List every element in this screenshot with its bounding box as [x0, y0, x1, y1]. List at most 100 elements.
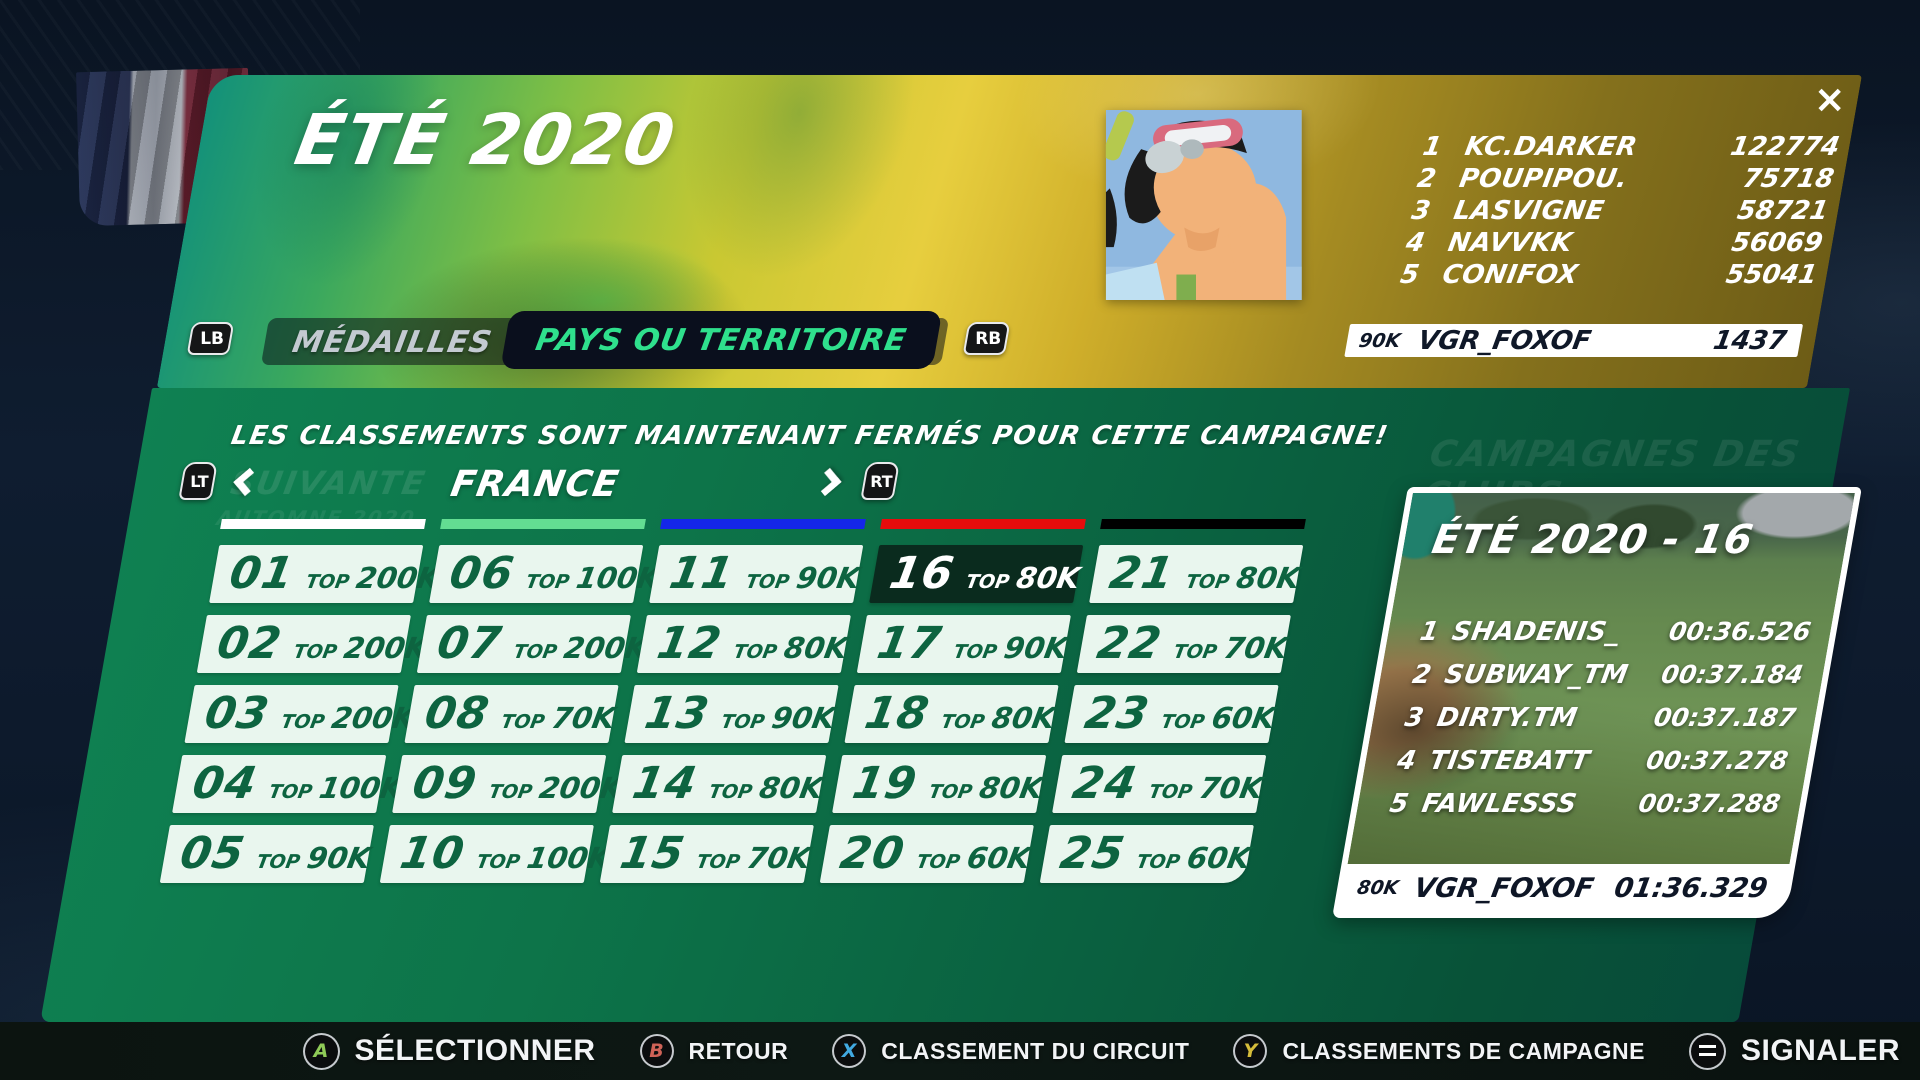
close-icon[interactable]: × [1813, 77, 1846, 121]
action-item[interactable]: B RETOUR [639, 1034, 789, 1068]
track-top-value: 90K [769, 701, 838, 735]
time-rank: 5 [1387, 789, 1411, 819]
track-top-value: 100K [316, 771, 406, 805]
lt-trigger-button-icon: LT [178, 462, 218, 500]
track-number: 11 [665, 548, 739, 599]
track-cell[interactable]: 20 TOP 60K [819, 825, 1034, 883]
avatar-illustration [1105, 110, 1302, 300]
time-rank: 3 [1402, 703, 1426, 733]
chevron-right-icon[interactable] [813, 467, 842, 497]
time-name: SUBWAY_TM [1442, 660, 1631, 690]
track-top-value: 70K [1221, 631, 1291, 665]
track-top-value: 80K [1013, 561, 1083, 595]
action-item[interactable]: A SÉLECTIONNER [302, 1032, 596, 1070]
personal-track-bucket: 80K [1355, 877, 1401, 899]
track-number: 15 [616, 828, 689, 879]
personal-campaign-rank-row: 90K VGR_FOXOF 1437 [1344, 324, 1804, 357]
track-top-value: 80K [989, 701, 1058, 735]
track-top-value: 100K [573, 561, 663, 595]
track-number: 08 [421, 688, 494, 739]
campaign-leaderboard: 1 KC.DARKER 122774 2 POUPIPOU. 75718 3 L… [1374, 132, 1842, 292]
track-number: 07 [433, 618, 506, 669]
track-cell[interactable]: 17 TOP 90K [856, 615, 1071, 673]
leaderboard-name: LASVIGNE [1451, 196, 1607, 226]
track-top-label: TOP [279, 711, 327, 733]
track-top-value: 90K [304, 841, 374, 875]
time-row: 2 SUBWAY_TM 00:37.184 [1396, 660, 1805, 703]
personal-track-rank-row: 80K VGR_FOXOF 01:36.329 [1339, 864, 1790, 912]
track-number: 17 [873, 618, 946, 669]
action-item[interactable]: Y CLASSEMENTS DE CAMPAGNE [1233, 1034, 1645, 1068]
track-top-value: 80K [781, 631, 851, 665]
controller-action-bar: A SÉLECTIONNER B RETOUR X CLASSEMENT DU … [0, 1022, 1920, 1080]
leaderboard-row: 5 CONIFOX 55041 [1374, 260, 1819, 292]
time-row: 1 SHADENIS_ 00:36.526 [1403, 617, 1813, 660]
time-value: 00:37.278 [1643, 746, 1791, 775]
action-item[interactable]: SIGNALER [1688, 1032, 1900, 1070]
track-cell[interactable]: 04 TOP 100K [172, 755, 406, 813]
track-cell[interactable]: 21 TOP 80K [1089, 545, 1304, 603]
track-top-value: 80K [976, 771, 1046, 805]
track-top-label: TOP [267, 781, 314, 803]
track-cell[interactable]: 23 TOP 60K [1064, 685, 1279, 743]
track-cell[interactable]: 19 TOP 80K [832, 755, 1047, 813]
personal-score: 1437 [1711, 325, 1789, 356]
chevron-left-icon[interactable] [233, 467, 262, 497]
track-number: 06 [445, 548, 519, 599]
track-cell[interactable]: 12 TOP 80K [636, 615, 851, 673]
personal-track-time: 01:36.329 [1611, 872, 1771, 904]
difficulty-color-bar [440, 519, 646, 529]
track-top-label: TOP [964, 571, 1012, 593]
player-avatar [1105, 110, 1302, 300]
track-cell[interactable]: 10 TOP 100K [379, 825, 613, 883]
gamepad-button-circle: Y [1233, 1034, 1268, 1068]
track-top-value: 70K [549, 701, 618, 735]
track-cell[interactable]: 22 TOP 70K [1076, 615, 1291, 673]
track-cell[interactable]: 01 TOP 200K [209, 545, 443, 603]
track-top-label: TOP [951, 641, 999, 663]
gamepad-button-circle: X [832, 1034, 867, 1068]
track-number: 25 [1056, 828, 1129, 879]
time-row: 5 FAWLESSS 00:37.288 [1373, 789, 1783, 832]
tab-medals[interactable]: MÉDAILLES [289, 325, 495, 360]
leaderboard-row: 3 LASVIGNE 58721 [1385, 196, 1830, 228]
track-top-label: TOP [524, 571, 572, 593]
track-cell[interactable]: 25 TOP 60K [1039, 825, 1254, 883]
track-cell[interactable]: 24 TOP 70K [1052, 755, 1267, 813]
track-number: 05 [176, 828, 249, 879]
track-cell[interactable]: 15 TOP 70K [599, 825, 814, 883]
action-label: CLASSEMENTS DE CAMPAGNE [1282, 1037, 1645, 1064]
track-cell[interactable]: 14 TOP 80K [612, 755, 827, 813]
leaderboard-row: 4 NAVVKK 56069 [1379, 228, 1825, 260]
leaderboard-name: NAVVKK [1445, 228, 1575, 258]
leaderboard-name: CONIFOX [1440, 260, 1581, 290]
leaderboard-score: 122774 [1728, 132, 1842, 162]
tab-country[interactable]: PAYS OU TERRITOIRE [500, 311, 943, 369]
time-rank: 2 [1410, 660, 1434, 690]
track-cell[interactable]: 16 TOP 80K [869, 545, 1084, 603]
personal-track-name: VGR_FOXOF [1411, 872, 1597, 904]
track-cell[interactable]: 02 TOP 200K [196, 615, 430, 673]
track-cell[interactable]: 18 TOP 80K [844, 685, 1059, 743]
track-cell[interactable]: 08 TOP 70K [404, 685, 619, 743]
action-item[interactable]: X CLASSEMENT DU CIRCUIT [832, 1034, 1189, 1068]
track-top-label: TOP [499, 711, 547, 733]
track-top-label: TOP [927, 781, 974, 803]
track-top-value: 80K [1233, 561, 1303, 595]
track-number: 22 [1093, 618, 1166, 669]
track-number: 18 [861, 688, 934, 739]
track-number: 19 [848, 758, 921, 809]
track-cell[interactable]: 03 TOP 200K [184, 685, 418, 743]
time-rank: 4 [1394, 746, 1419, 776]
track-cell[interactable]: 05 TOP 90K [159, 825, 374, 883]
track-cell[interactable]: 13 TOP 90K [624, 685, 839, 743]
track-cell[interactable]: 11 TOP 90K [649, 545, 864, 603]
track-cell[interactable]: 09 TOP 200K [392, 755, 626, 813]
track-top-value: 60K [1184, 841, 1254, 875]
leaderboards-closed-notice: LES CLASSEMENTS SONT MAINTENANT FERMÉS P… [228, 421, 1392, 451]
time-value: 00:37.288 [1636, 789, 1783, 818]
track-top-label: TOP [1134, 851, 1182, 873]
track-cell[interactable]: 07 TOP 200K [416, 615, 650, 673]
leaderboard-score: 75718 [1740, 164, 1837, 194]
track-cell[interactable]: 06 TOP 100K [429, 545, 663, 603]
